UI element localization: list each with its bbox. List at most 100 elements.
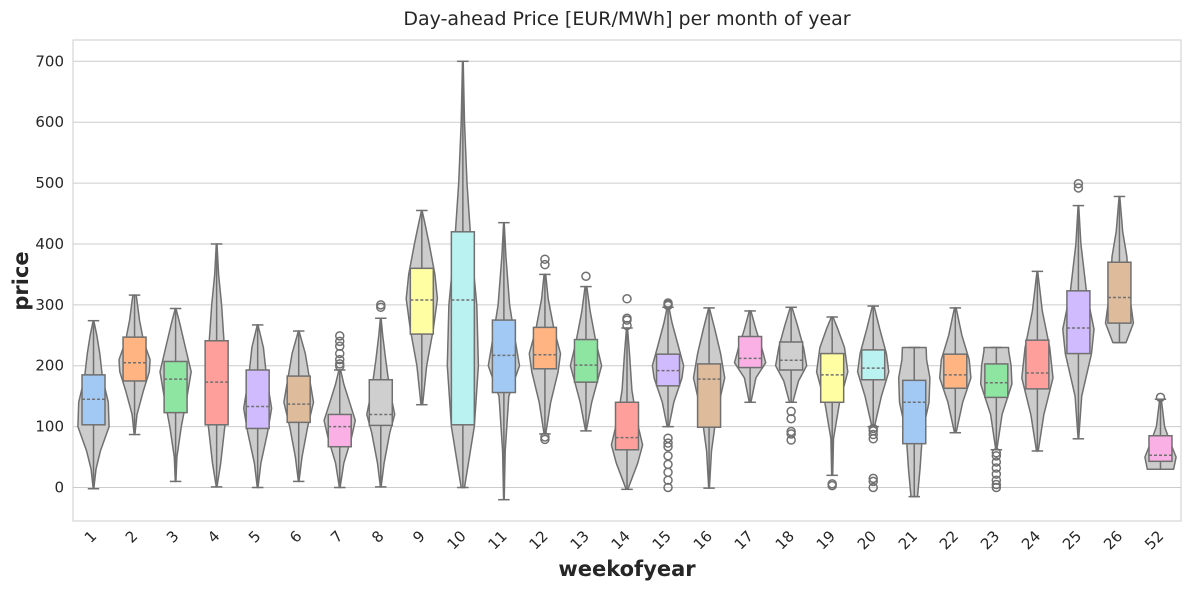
- x-tick-label: 13: [567, 527, 593, 553]
- box-iqr: [163, 360, 188, 414]
- box-iqr: [737, 335, 763, 369]
- y-axis-label: price: [9, 251, 33, 310]
- outlier-point: [991, 451, 1002, 461]
- box-iqr: [368, 378, 394, 427]
- box-iqr: [1066, 290, 1091, 355]
- outlier-point: [581, 271, 591, 281]
- x-tick-label: 9: [409, 527, 428, 546]
- box-iqr: [860, 349, 886, 381]
- violin-group: [487, 221, 521, 501]
- violin-group: [1144, 392, 1177, 470]
- outlier-point: [786, 426, 796, 437]
- x-tick-label: 15: [649, 527, 675, 553]
- outlier-point: [991, 463, 1002, 473]
- x-tick-label: 18: [772, 527, 798, 553]
- violin-group: [733, 310, 767, 404]
- box-iqr: [1148, 435, 1173, 463]
- outlier-point: [540, 254, 550, 264]
- violin-group: [1021, 270, 1054, 452]
- x-tick-label: 23: [977, 527, 1003, 553]
- violin-group: [159, 307, 192, 483]
- outlier-point: [868, 482, 878, 493]
- outlier-point: [622, 294, 632, 304]
- box-iqr: [245, 369, 270, 430]
- box-iqr: [819, 352, 845, 404]
- box-iqr: [327, 413, 352, 448]
- x-tick-label: 17: [731, 527, 757, 553]
- outlier-point: [334, 341, 345, 352]
- outlier-point: [1073, 183, 1084, 193]
- plot-area: [77, 60, 1177, 501]
- x-tick-label: 25: [1059, 527, 1085, 553]
- violin-group: [774, 306, 808, 445]
- box-iqr: [532, 326, 558, 370]
- x-tick-label: 16: [690, 527, 716, 553]
- outlier-point: [334, 354, 345, 365]
- box-iqr: [491, 319, 517, 394]
- outlier-point: [991, 475, 1002, 485]
- x-tick-label: 20: [854, 527, 880, 553]
- x-tick-label: 19: [813, 527, 839, 553]
- x-tick-label: 10: [443, 527, 469, 553]
- violin-group: [651, 298, 685, 493]
- x-tick-label: 6: [286, 527, 305, 546]
- box-iqr: [614, 401, 640, 451]
- x-tick-label: 11: [484, 527, 510, 553]
- outlier-point: [663, 451, 673, 461]
- x-tick-label: 52: [1141, 527, 1167, 553]
- x-tick-label: 24: [1018, 527, 1044, 553]
- box-iqr: [1025, 339, 1050, 390]
- y-tick-label: 400: [35, 235, 64, 253]
- violin-group: [938, 307, 972, 434]
- violin-group: [323, 331, 357, 489]
- x-tick-label: 1: [81, 527, 100, 546]
- violin-group: [446, 60, 480, 489]
- outlier-point: [663, 433, 673, 443]
- y-tick-label: 300: [35, 296, 64, 314]
- plot-frame: [72, 39, 1182, 522]
- x-tick-label: 8: [368, 527, 387, 546]
- box-iqr: [450, 231, 476, 426]
- outlier-point: [991, 457, 1002, 467]
- y-tick-label: 0: [54, 479, 64, 497]
- x-tick-label: 22: [936, 527, 962, 553]
- box-iqr: [984, 363, 1009, 399]
- outlier-point: [868, 423, 878, 434]
- violin-group: [528, 254, 562, 445]
- box-iqr: [122, 336, 147, 382]
- box-iqr: [1107, 261, 1132, 324]
- box-iqr: [778, 341, 804, 371]
- x-tick-label: 21: [895, 527, 921, 553]
- outlier-point: [663, 298, 673, 308]
- y-tick-label: 200: [35, 357, 64, 375]
- x-tick-label: 14: [608, 527, 634, 553]
- x-tick-label: 7: [327, 527, 346, 546]
- outlier-point: [663, 459, 673, 470]
- y-tick-label: 700: [35, 52, 64, 70]
- violin-group: [204, 243, 229, 488]
- violin-group: [1104, 195, 1135, 344]
- outlier-point: [868, 476, 878, 487]
- outlier-point: [991, 479, 1002, 490]
- outlier-point: [1155, 392, 1166, 403]
- violin-group: [815, 316, 849, 491]
- violin-group: [979, 346, 1013, 493]
- chart-title: Day-ahead Price [EUR/MWh] per month of y…: [403, 8, 850, 30]
- outlier-point: [334, 331, 345, 341]
- violin-group: [610, 294, 644, 491]
- violin-group: [405, 209, 439, 406]
- outlier-point: [376, 300, 386, 310]
- violin-group: [242, 324, 273, 489]
- outlier-point: [991, 469, 1002, 479]
- box-iqr: [286, 375, 311, 424]
- outlier-point: [663, 438, 673, 448]
- x-axis-label: weekofyear: [558, 557, 696, 581]
- violin-group: [692, 307, 726, 489]
- box-iqr: [696, 363, 722, 428]
- box-iqr: [409, 267, 435, 335]
- box-iqr: [902, 379, 927, 445]
- violin-group: [1062, 178, 1095, 440]
- y-tick-label: 500: [35, 174, 64, 192]
- violin-group: [118, 294, 151, 436]
- outlier-point: [622, 313, 632, 323]
